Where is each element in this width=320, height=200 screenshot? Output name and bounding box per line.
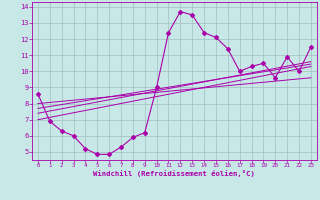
X-axis label: Windchill (Refroidissement éolien,°C): Windchill (Refroidissement éolien,°C) [93, 170, 255, 177]
